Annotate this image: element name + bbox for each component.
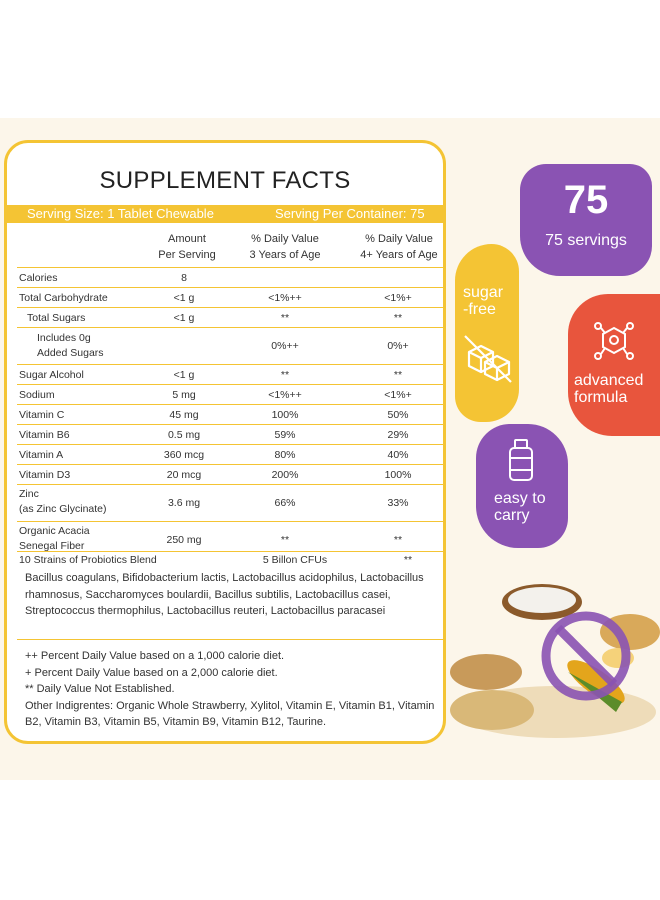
footnote-1000-calorie: ++ Percent Daily Value based on a 1,000 … (25, 650, 285, 662)
table-row: Calories 8 (17, 267, 443, 287)
servings-label: 75 servings (545, 232, 627, 249)
column-header-amount: Amount Per Serving (158, 233, 216, 261)
probiotics-section: 10 Strains of Probiotics Blend 5 Billon … (17, 551, 443, 620)
servings-badge: 75 75 servings (520, 164, 652, 276)
table-row: Vitamin D3 20 mcg 200% 100% (17, 464, 443, 484)
column-header-dv-3yrs: % Daily Value 3 Years of Age (249, 233, 321, 261)
table-row: Sugar Alcohol <1 g ** ** (17, 364, 443, 384)
table-row: Vitamin C 45 mg 100% 50% (17, 404, 443, 424)
no-sugar-cube-icon (464, 335, 512, 383)
footnote-2000-calorie: + Percent Daily Value based on a 2,000 c… (25, 666, 278, 679)
bottle-icon (509, 439, 533, 481)
probiotic-strains: Bacillus coagulans, Bifidobacterium lact… (25, 572, 424, 617)
table-row: Total Sugars <1 g ** ** (17, 307, 443, 327)
nutrient-table: Calories 8 Total Carbohydrate <1 g <1%++… (17, 267, 443, 558)
footnote-not-established: ** Daily Value Not Established. (25, 683, 175, 695)
table-row: Vitamin B6 0.5 mg 59% 29% (17, 424, 443, 444)
table-row: Vitamin A 360 mcg 80% 40% (17, 444, 443, 464)
molecule-icon (594, 322, 634, 360)
other-ingredients: Other Indigrentes: Organic Whole Strawbe… (25, 699, 435, 729)
sugar-free-badge: sugar -free (455, 244, 519, 422)
table-row: Includes 0g Added Sugars 0%++ 0%+ (17, 327, 443, 364)
table-row: Zinc (as Zinc Glycinate) 3.6 mg 66% 33% (17, 484, 443, 521)
advanced-formula-badge: advanced formula (568, 294, 660, 436)
footnotes: ++ Percent Daily Value based on a 1,000 … (17, 639, 443, 731)
servings-number: 75 (563, 178, 609, 222)
probiotics-row: 10 Strains of Probiotics Blend 5 Billon … (19, 554, 413, 566)
table-row: Total Carbohydrate <1 g <1%++ <1%+ (17, 287, 443, 307)
easy-to-carry-badge: easy to carry (476, 424, 568, 548)
servings-per-container: Serving Per Container: 75 (275, 206, 425, 221)
table-row: Sodium 5 mg <1%++ <1%+ (17, 384, 443, 404)
panel-title: SUPPLEMENT FACTS (99, 167, 351, 194)
supplement-facts-panel: SUPPLEMENT FACTS Serving Size: 1 Tablet … (4, 140, 446, 744)
serving-info-bar: Serving Size: 1 Tablet Chewable Serving … (7, 205, 443, 223)
allergen-free-illustration (450, 584, 660, 738)
table-row: Organic Acacia Senegal Fiber 250 mg ** *… (17, 521, 443, 558)
column-header-dv-4yrs: % Daily Value 4+ Years of Age (360, 233, 438, 261)
serving-size: Serving Size: 1 Tablet Chewable (27, 206, 214, 221)
